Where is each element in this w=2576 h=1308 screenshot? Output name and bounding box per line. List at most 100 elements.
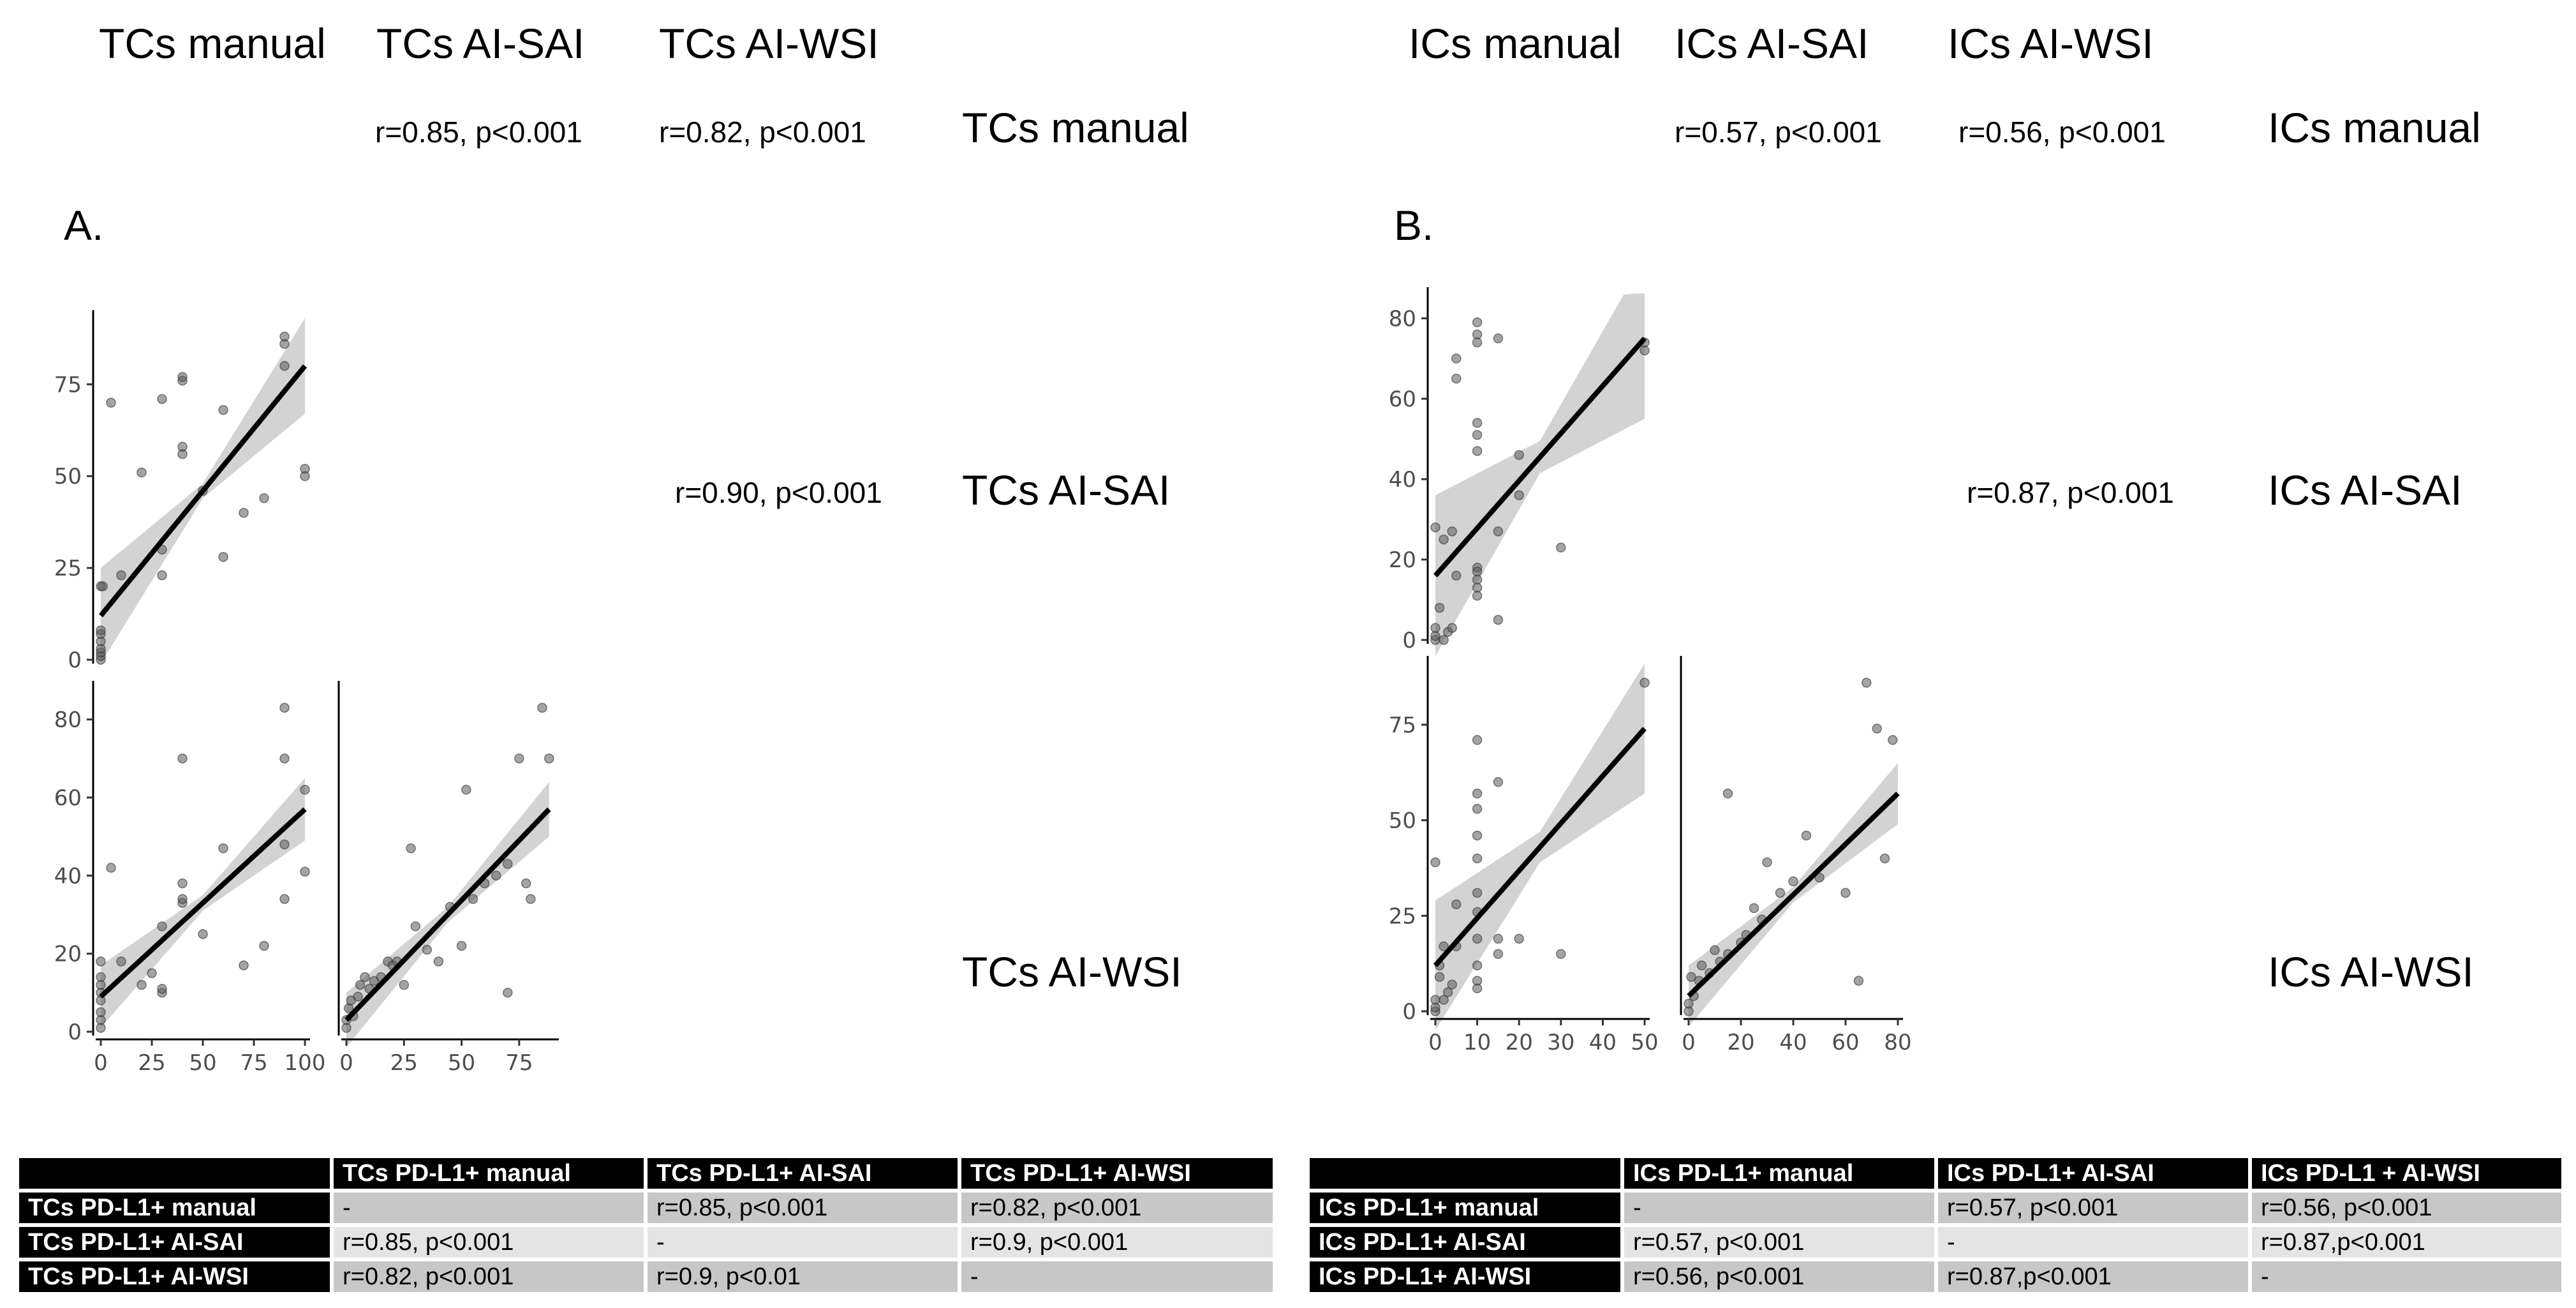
data-point [198, 929, 208, 939]
data-point [1439, 635, 1449, 645]
data-point [1514, 450, 1524, 460]
y-tick-label: 0 [1402, 628, 1416, 653]
data-point [1439, 941, 1449, 951]
table-a-cell: r=0.85, p<0.001 [646, 1189, 961, 1225]
y-tick-label: 50 [54, 464, 82, 489]
data-point [1472, 590, 1483, 601]
table-a-cell: r=0.9, p<0.01 [646, 1258, 961, 1292]
x-tick-label: 0 [94, 1050, 108, 1076]
data-point [300, 471, 310, 481]
panel-a-col-header-manual: TCs manual [99, 20, 326, 67]
panel-b-corr-sai-wsi: r=0.87, p<0.001 [1967, 476, 2174, 509]
data-point [1472, 417, 1483, 428]
panel-a-letter: A. [64, 202, 104, 249]
data-point [239, 960, 249, 970]
table-b-header-cell: ICs PD-L1 + AI-WSI [2250, 1158, 2565, 1191]
x-tick-label: 100 [285, 1050, 326, 1076]
data-point [1840, 888, 1851, 898]
data-point [1434, 602, 1445, 613]
data-point [1451, 570, 1462, 581]
data-point [177, 894, 188, 904]
x-tick-label: 10 [1463, 1030, 1491, 1055]
data-point [1749, 903, 1759, 914]
table-b-cell: r=0.87,p<0.001 [1936, 1258, 2252, 1292]
panel-a-col-header-wsi: TCs AI-WSI [659, 20, 879, 67]
data-point [461, 784, 471, 795]
y-tick-label: 25 [54, 556, 82, 581]
table-row: ICs PD-L1+ manual - r=0.57, p<0.001 r=0.… [1310, 1189, 2565, 1225]
data-point [456, 940, 467, 951]
table-row: ICs PD-L1+ AI-SAI r=0.57, p<0.001 - r=0.… [1310, 1223, 2565, 1260]
data-point [1493, 526, 1504, 537]
data-point [1447, 526, 1457, 537]
data-point [468, 894, 478, 904]
table-a-cell: r=0.85, p<0.001 [332, 1223, 648, 1260]
data-point [1556, 542, 1566, 553]
data-point [1451, 373, 1462, 384]
x-tick-label: 40 [1779, 1030, 1807, 1055]
data-point [1493, 614, 1504, 625]
table-a-cell: - [959, 1258, 1277, 1292]
panel-b-col-header-wsi: ICs AI-WSI [1948, 20, 2154, 67]
data-point [279, 894, 290, 904]
x-tick-label: 75 [240, 1050, 267, 1076]
panel-a-col-header-sai: TCs AI-SAI [376, 20, 585, 67]
data-point [353, 992, 363, 1002]
data-point [1686, 972, 1696, 982]
data-point [106, 398, 116, 408]
data-point [1472, 337, 1483, 348]
table-b-row-header: ICs PD-L1+ AI-WSI [1310, 1258, 1624, 1292]
data-point [137, 979, 147, 990]
data-point [1442, 987, 1453, 997]
data-point [279, 839, 290, 850]
table-a-header-row: TCs PD-L1+ manual TCs PD-L1+ AI-SAI TCs … [19, 1158, 1277, 1191]
data-point [1788, 876, 1798, 887]
data-point [259, 493, 269, 503]
table-a-cell: - [646, 1223, 961, 1260]
y-tick-label: 75 [1389, 713, 1416, 738]
panel-b-row-label-wsi: ICs AI-WSI [2268, 948, 2474, 995]
y-tick-label: 80 [54, 708, 82, 733]
y-tick-label: 25 [1389, 903, 1416, 929]
x-tick-label: 0 [1428, 1030, 1442, 1055]
data-point [96, 956, 106, 967]
data-point [1862, 678, 1872, 688]
data-point [177, 372, 188, 382]
data-point [1853, 976, 1864, 986]
data-point [1493, 333, 1504, 344]
panel-b-col-header-sai: ICs AI-SAI [1675, 20, 1869, 67]
data-point [521, 878, 531, 889]
data-point [106, 863, 116, 873]
y-tick-label: 40 [1389, 467, 1416, 493]
table-b-cell: - [2250, 1258, 2565, 1292]
table-b-row-header: ICs PD-L1+ AI-SAI [1310, 1223, 1624, 1260]
table-row: TCs PD-L1+ manual - r=0.85, p<0.001 r=0.… [19, 1189, 1277, 1225]
table-a-row-header: TCs PD-L1+ manual [19, 1189, 334, 1225]
data-point [1447, 623, 1457, 633]
x-tick-label: 25 [390, 1050, 418, 1076]
table-row: TCs PD-L1+ AI-SAI r=0.85, p<0.001 - r=0.… [19, 1223, 1277, 1260]
table-a-header-cell [19, 1158, 334, 1191]
table-a-row-header: TCs PD-L1+ AI-WSI [19, 1258, 334, 1292]
data-point [1472, 853, 1483, 864]
data-point [1872, 724, 1882, 734]
data-point [96, 972, 106, 983]
x-tick-label: 40 [1589, 1030, 1617, 1055]
x-tick-label: 20 [1727, 1030, 1754, 1055]
data-point [157, 921, 167, 932]
data-point [279, 360, 290, 371]
data-point [1439, 534, 1449, 545]
data-point [503, 988, 513, 998]
y-tick-label: 0 [68, 648, 82, 673]
data-point [355, 979, 366, 990]
data-point [116, 570, 126, 581]
table-b-header-cell [1310, 1158, 1624, 1191]
table-b-cell: - [1622, 1189, 1938, 1225]
data-point [410, 921, 421, 932]
table-b-cell: r=0.87,p<0.001 [2250, 1223, 2565, 1260]
data-point [1447, 979, 1457, 990]
data-point [259, 940, 269, 951]
data-point [360, 972, 370, 983]
panel-a-row-label-sai: TCs AI-SAI [962, 466, 1171, 514]
